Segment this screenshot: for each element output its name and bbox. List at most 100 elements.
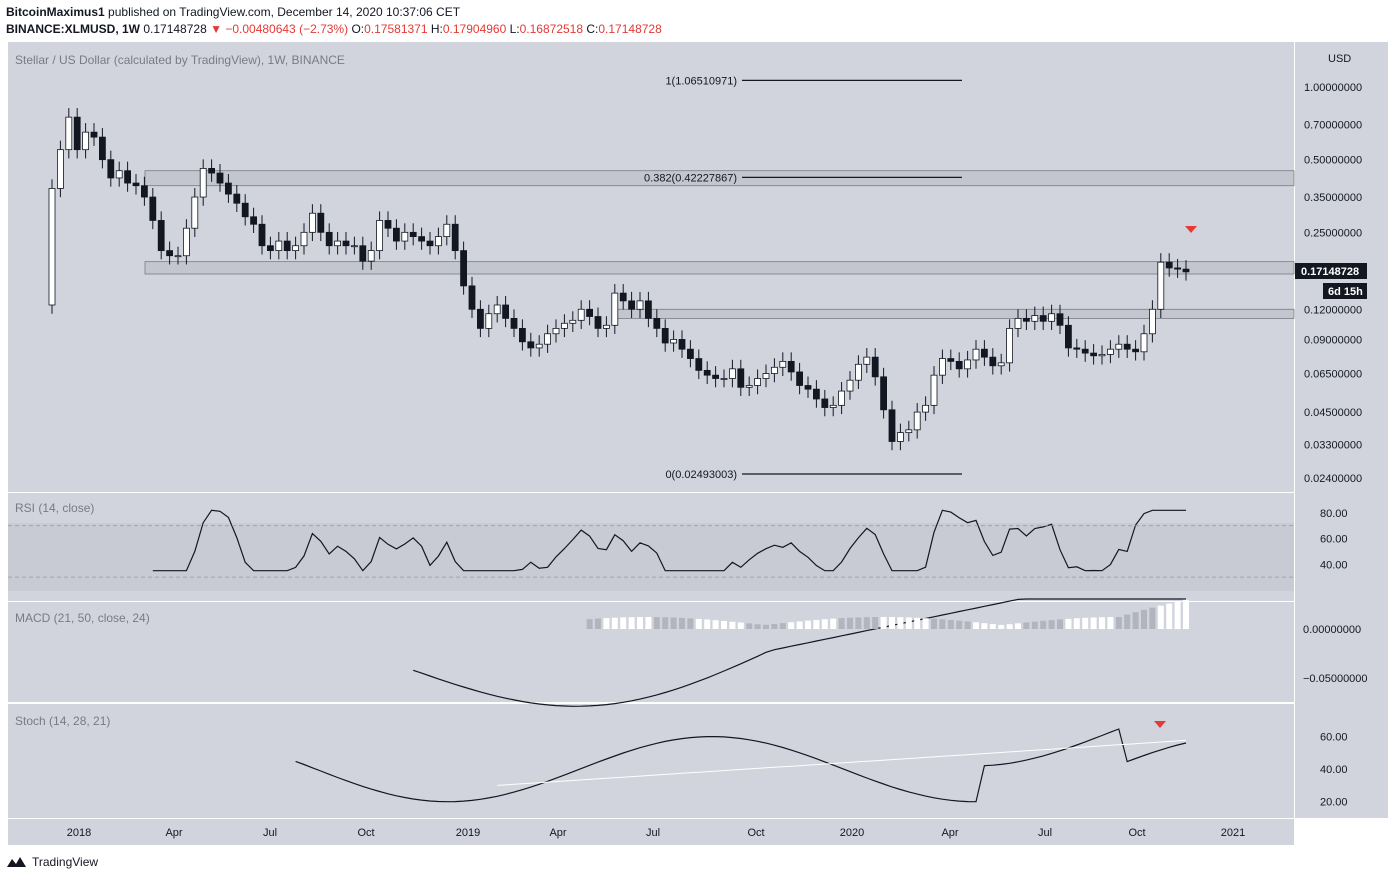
macd-histogram-bar [1107,617,1114,629]
candle-body [670,339,677,344]
macd-histogram-bar [989,624,996,629]
candle-body [1081,348,1089,354]
candle [149,188,157,230]
candle [401,223,409,250]
footer-brand[interactable]: TradingView [6,855,98,869]
candle-body [350,245,358,248]
candle-body [233,193,241,204]
candle-body [771,366,778,374]
candle-body [527,341,535,349]
candle [703,361,711,384]
candle-body [687,348,694,359]
macd-histogram-bar [687,618,694,629]
candle [519,319,526,351]
macd-histogram-bar [603,618,610,629]
last-price-label: 0.17148728 [1301,266,1359,278]
time-axis[interactable] [8,819,1294,845]
candle [1065,316,1072,357]
candle [1123,335,1131,358]
candle-body [544,333,551,345]
candle-body [871,356,879,378]
candle-body [603,324,610,329]
macd-histogram-bar [1023,622,1030,629]
candle-body [401,231,409,242]
high-value: 0.17904960 [442,22,507,36]
candle [199,159,207,206]
candle-body [208,168,216,174]
candle-body [1056,313,1064,326]
candle-body [653,317,661,329]
candle-body [813,388,820,400]
candle-body [829,404,837,408]
candle [1031,306,1039,331]
candle [569,311,577,333]
candle-body [720,378,728,380]
candle [762,364,770,388]
candle [771,358,778,383]
candle-body [1115,343,1123,350]
candle [989,348,997,375]
macd-histogram-bar [1031,621,1038,629]
candle-body [888,409,896,442]
candle-body [325,231,333,247]
candle-body [863,356,871,365]
candle [955,352,963,378]
candle-body [754,378,761,386]
price-axis[interactable] [1295,42,1388,818]
macd-histogram-bar [1183,599,1189,629]
candle-body [619,292,627,302]
macd-histogram-bar [1174,601,1181,629]
candle-body [729,368,736,379]
macd-histogram-bar [679,617,685,629]
time-tick-label: 2019 [456,827,480,839]
macd-histogram-bar [863,617,870,629]
candle [132,174,140,195]
stoch-k-line [295,728,1187,803]
candle-body [451,223,459,252]
candle [392,219,400,250]
fib-level-label: 0.382(0.42227867) [644,172,737,184]
candle [712,366,719,388]
candle [653,309,661,338]
macd-histogram-bar [872,617,879,629]
macd-title: MACD (21, 50, close, 24) [15,611,150,625]
time-tick-label: 2018 [67,827,91,839]
candle-body [48,188,56,306]
time-tick-label: Jul [646,827,660,839]
candle-body [418,236,426,242]
macd-histogram-bar [956,620,963,629]
candle [166,241,174,265]
candle [57,140,64,198]
candle [611,284,619,335]
candle [678,330,686,358]
macd-histogram-bar [637,617,643,629]
candle-body [787,360,795,373]
macd-histogram-bar [721,620,727,629]
macd-tick-label: −0.05000000 [1303,673,1368,685]
macd-histogram-bar [981,623,988,629]
candle [813,380,820,408]
price-tick-label: 0.04500000 [1304,407,1362,419]
macd-pane[interactable] [8,602,1294,702]
candle-body [897,432,904,442]
candle [645,291,652,328]
low-value: 0.16872518 [519,22,584,36]
price-tick-label: 1.00000000 [1304,82,1362,94]
candle-body [317,212,325,233]
candle [1014,309,1022,338]
support-resistance-zone [144,261,1295,275]
candle [292,236,300,260]
candle [981,340,988,366]
price-tick-label: 0.03300000 [1304,440,1362,452]
candle-body [241,202,249,218]
macd-histogram-bar [704,619,711,629]
candle [947,349,955,371]
candle-body [880,376,887,411]
macd-histogram-bar [813,619,820,629]
candle [460,241,468,295]
author-name[interactable]: BitcoinMaximus1 [6,5,105,19]
candle-body [955,360,963,370]
stoch-pane[interactable] [8,704,1294,818]
candle-body [292,245,300,252]
